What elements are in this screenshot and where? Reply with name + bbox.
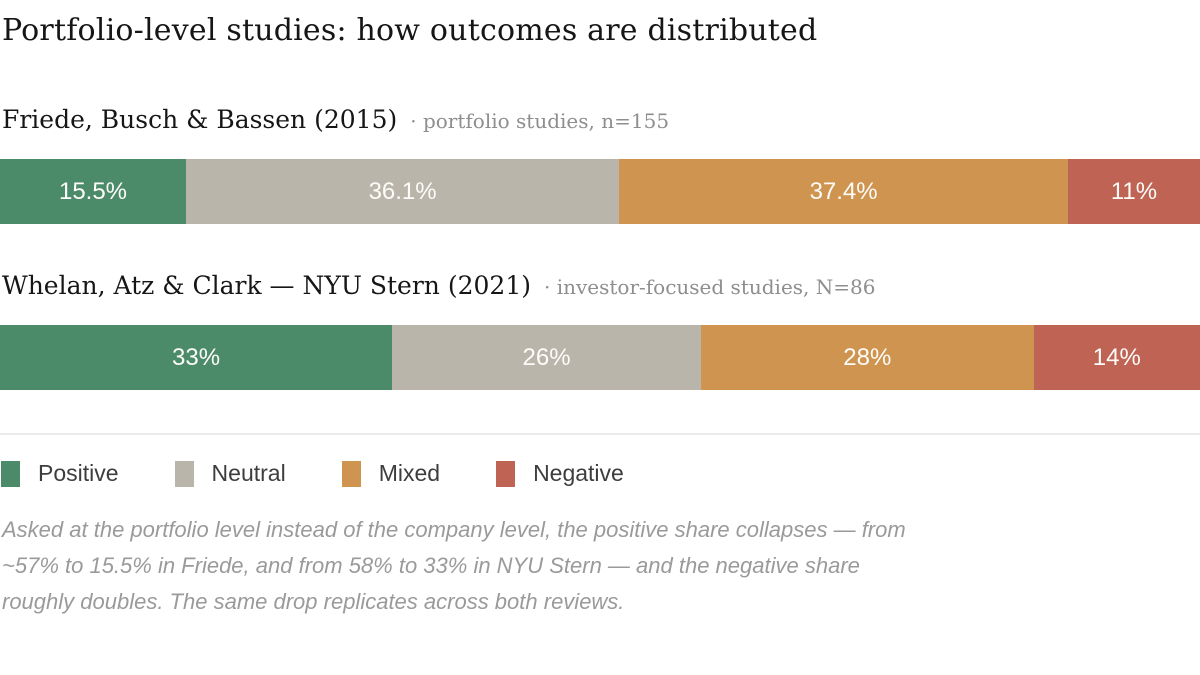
legend-swatch-icon bbox=[496, 460, 516, 487]
legend-label: Neutral bbox=[211, 460, 286, 486]
legend-swatch-icon bbox=[174, 460, 194, 487]
bar-segment-value: 37.4% bbox=[809, 177, 878, 205]
study-header: Whelan, Atz & Clark — NYU Stern (2021) ·… bbox=[2, 271, 1200, 300]
page-title: Portfolio-level studies: how outcomes ar… bbox=[2, 13, 818, 48]
bar-segment-positive: 33% bbox=[0, 325, 393, 390]
bar-segment-negative: 11% bbox=[1068, 159, 1200, 224]
study-name: Friede, Busch & Bassen (2015) bbox=[2, 105, 398, 134]
legend-label: Negative bbox=[533, 460, 624, 486]
bar-segment-value: 26% bbox=[522, 343, 571, 371]
legend-swatch-icon bbox=[341, 460, 361, 487]
bar-segment-value: 11% bbox=[1110, 177, 1158, 205]
bar-segment-value: 36.1% bbox=[368, 177, 437, 205]
bar-segment-neutral: 36.1% bbox=[186, 159, 620, 224]
divider bbox=[0, 433, 1200, 435]
stacked-bar-friede: 15.5% 36.1% 37.4% 11% bbox=[0, 159, 1200, 224]
legend-item-neutral: Neutral bbox=[174, 460, 286, 487]
legend-item-negative: Negative bbox=[496, 460, 624, 487]
bar-segment-mixed: 28% bbox=[700, 325, 1034, 390]
legend-label: Mixed bbox=[378, 460, 441, 486]
footnote: Asked at the portfolio level instead of … bbox=[2, 517, 906, 614]
stacked-bar-nyu-stern: 33% 26% 28% 14% bbox=[0, 325, 1200, 390]
study-meta: · portfolio studies, n=155 bbox=[410, 109, 670, 133]
legend-item-positive: Positive bbox=[1, 460, 119, 487]
study-nyu-stern: Whelan, Atz & Clark — NYU Stern (2021) ·… bbox=[0, 271, 1200, 390]
legend-label: Positive bbox=[38, 460, 119, 486]
bar-segment-value: 28% bbox=[843, 343, 892, 371]
legend-item-mixed: Mixed bbox=[341, 460, 441, 487]
bar-segment-neutral: 26% bbox=[392, 325, 701, 390]
study-meta: · investor-focused studies, N=86 bbox=[543, 275, 876, 299]
study-friede: Friede, Busch & Bassen (2015) · portfoli… bbox=[0, 105, 1200, 224]
bar-segment-value: 33% bbox=[172, 343, 221, 371]
study-header: Friede, Busch & Bassen (2015) · portfoli… bbox=[2, 105, 1200, 134]
bar-segment-positive: 15.5% bbox=[0, 159, 186, 224]
bar-segment-value: 15.5% bbox=[58, 177, 128, 205]
bar-segment-negative: 14% bbox=[1033, 325, 1200, 390]
legend-swatch-icon bbox=[1, 460, 20, 487]
legend: Positive Neutral Mixed Negative bbox=[1, 460, 1200, 487]
bar-segment-value: 14% bbox=[1092, 343, 1141, 371]
bar-segment-mixed: 37.4% bbox=[619, 159, 1068, 224]
study-name: Whelan, Atz & Clark — NYU Stern (2021) bbox=[2, 271, 531, 300]
